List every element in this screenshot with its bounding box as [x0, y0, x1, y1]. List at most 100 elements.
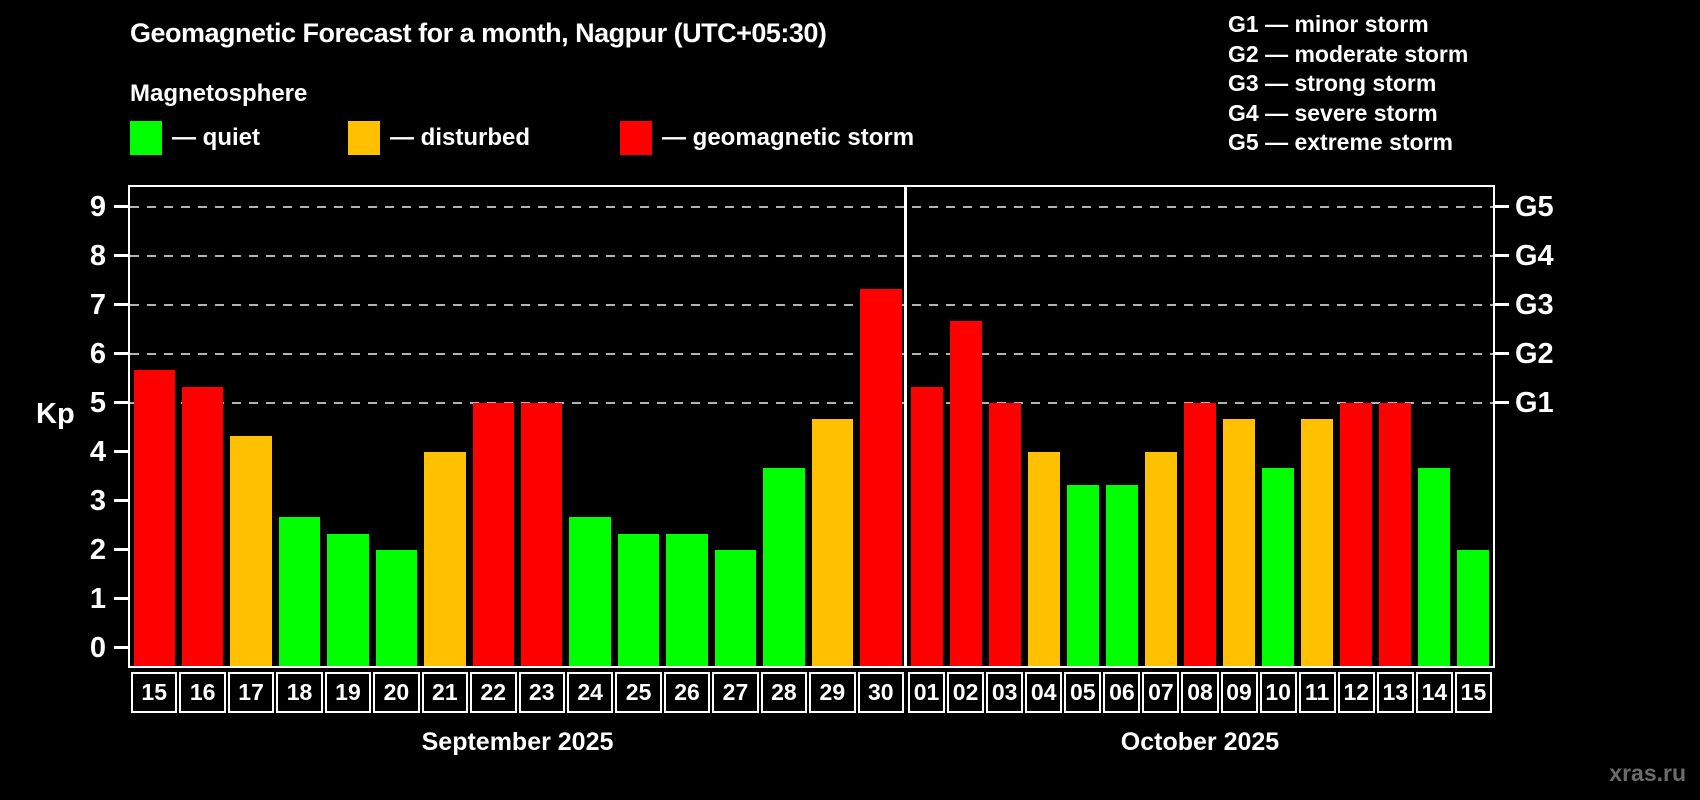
kp-bar-october-01 — [910, 386, 943, 666]
day-label-05: 05 — [1064, 672, 1102, 713]
g-tick-G3 — [1495, 303, 1509, 306]
quiet-legend-swatch — [130, 121, 162, 155]
day-label-24: 24 — [566, 672, 614, 713]
day-label-12: 12 — [1337, 672, 1375, 713]
y-tick-label-7: 7 — [89, 289, 106, 321]
day-label-06: 06 — [1103, 672, 1141, 713]
kp-bar-september-19 — [327, 533, 369, 666]
y-tick-4 — [114, 450, 128, 453]
y-tick-label-1: 1 — [89, 583, 106, 615]
disturbed-legend-label: — disturbed — [390, 124, 531, 151]
day-label-10: 10 — [1259, 672, 1297, 713]
day-label-23: 23 — [518, 672, 565, 713]
kp-bar-september-22 — [472, 403, 514, 666]
g-tick-G2 — [1495, 352, 1509, 355]
g-axis-label-G1: G1 — [1515, 387, 1554, 419]
g-tick-G1 — [1495, 401, 1509, 404]
day-label-01: 01 — [908, 672, 946, 713]
kp-bar-september-21 — [424, 452, 466, 666]
day-label-15: 15 — [131, 672, 178, 713]
day-label-21: 21 — [421, 672, 469, 713]
day-label-29: 29 — [809, 672, 856, 713]
y-tick-2 — [114, 548, 128, 551]
kp-status-legend: — quiet — disturbed — geomagnetic storm — [0, 121, 1700, 157]
g-axis-label-G5: G5 — [1515, 191, 1554, 223]
y-tick-3 — [114, 499, 128, 502]
kp-bar-october-10 — [1262, 468, 1295, 666]
day-label-03: 03 — [986, 672, 1024, 713]
g-legend-line-1: G1 — minor storm — [1228, 11, 1429, 37]
day-label-11: 11 — [1298, 672, 1336, 713]
kp-bar-september-20 — [375, 550, 418, 666]
kp-bar-october-08 — [1183, 403, 1217, 666]
g-axis-label-G2: G2 — [1515, 338, 1554, 370]
kp-bar-october-14 — [1418, 468, 1451, 666]
day-label-20: 20 — [373, 672, 420, 713]
kp-bar-september-17 — [230, 435, 272, 666]
gridline-kp9 — [130, 206, 1493, 208]
kp-bar-october-02 — [949, 321, 982, 666]
y-tick-label-5: 5 — [89, 387, 106, 419]
gridline-kp6 — [130, 353, 1493, 355]
day-label-08: 08 — [1181, 672, 1219, 713]
day-label-18: 18 — [276, 672, 323, 713]
day-label-28: 28 — [760, 672, 808, 713]
kp-bar-october-07 — [1144, 452, 1177, 666]
kp-bar-september-16 — [181, 386, 224, 666]
y-tick-7 — [114, 303, 128, 306]
day-label-15: 15 — [1454, 672, 1492, 713]
day-label-04: 04 — [1025, 672, 1063, 713]
day-label-row: 15 16 17 18 19 20 21 22 23 24 25 26 27 28 29 30 01 02 03 04… — [130, 672, 1493, 713]
kp-bar-september-26 — [666, 533, 708, 666]
kp-bar-september-15 — [133, 370, 175, 666]
day-label-09: 09 — [1220, 672, 1258, 713]
gridline-kp7 — [130, 304, 1493, 306]
kp-bar-september-25 — [617, 533, 660, 666]
quiet-legend-label: — quiet — [172, 124, 260, 151]
disturbed-legend-swatch — [348, 121, 380, 155]
watermark-xras: xras.ru — [1609, 760, 1686, 786]
y-tick-label-2: 2 — [89, 534, 106, 566]
kp-bar-october-03 — [988, 403, 1021, 666]
kp-bar-october-11 — [1301, 419, 1334, 666]
y-tick-1 — [114, 597, 128, 600]
kp-bar-october-13 — [1379, 403, 1412, 666]
y-tick-label-6: 6 — [89, 338, 106, 370]
day-label-22: 22 — [470, 672, 517, 713]
kp-bar-september-27 — [714, 550, 757, 666]
day-label-30: 30 — [857, 672, 904, 713]
kp-bar-october-06 — [1105, 484, 1138, 666]
g-legend-line-2: G2 — moderate storm — [1228, 40, 1469, 67]
y-tick-9 — [114, 205, 128, 208]
y-tick-6 — [114, 352, 128, 355]
kp-bar-september-29 — [811, 419, 854, 666]
kp-bar-october-09 — [1223, 419, 1256, 666]
storm-legend-swatch — [620, 121, 652, 155]
month-label-october: October 2025 — [1120, 728, 1280, 756]
plot-area: 0 1 2 3 4 5 6 7 8 9 G1 G2 G3 G4 G5 — [90, 185, 1554, 668]
day-label-07: 07 — [1142, 672, 1180, 713]
y-tick-0 — [114, 646, 128, 649]
y-tick-label-4: 4 — [89, 436, 106, 468]
g-axis-label-G4: G4 — [1515, 240, 1554, 272]
y-tick-label-8: 8 — [89, 240, 106, 272]
gridline-kp8 — [130, 255, 1493, 257]
day-label-27: 27 — [712, 672, 759, 713]
y-axis-title: Kp — [36, 398, 75, 430]
g-tick-G4 — [1495, 254, 1509, 257]
day-label-25: 25 — [615, 672, 662, 713]
kp-bar-october-15 — [1457, 550, 1490, 666]
g-legend-line-3: G3 — strong storm — [1228, 70, 1437, 96]
kp-bar-september-23 — [521, 403, 563, 666]
g-scale-legend: G1 — minor storm G2 — moderate storm G3 — … — [1228, 10, 1468, 158]
kp-bar-september-30 — [860, 288, 902, 666]
kp-bar-october-05 — [1066, 484, 1099, 666]
day-label-19: 19 — [324, 672, 372, 713]
month-label-september: September 2025 — [421, 728, 614, 756]
g-legend-line-4: G4 — severe storm — [1228, 99, 1438, 126]
kp-bar-october-04 — [1027, 452, 1060, 666]
kp-bar-september-28 — [763, 468, 805, 666]
day-label-13: 13 — [1376, 672, 1414, 713]
g-legend-line-5: G5 — extreme storm — [1228, 129, 1453, 155]
day-label-02: 02 — [947, 672, 985, 713]
